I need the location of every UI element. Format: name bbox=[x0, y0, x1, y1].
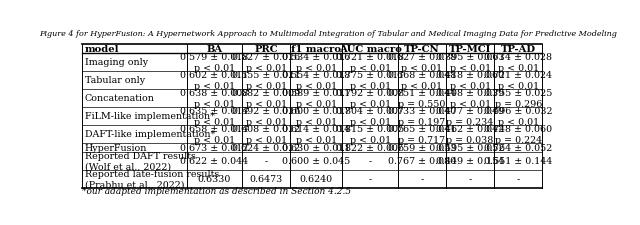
Text: 0.721 ± 0.018
p < 0.01: 0.721 ± 0.018 p < 0.01 bbox=[336, 52, 404, 72]
Text: 0.579 ± 0.018
p < 0.01: 0.579 ± 0.018 p < 0.01 bbox=[180, 52, 248, 72]
Text: 0.495 ± 0.052: 0.495 ± 0.052 bbox=[436, 143, 504, 152]
Text: Figure 4 for HyperFusion: A Hypernetwork Approach to Multimodal Integration of T: Figure 4 for HyperFusion: A Hypernetwork… bbox=[39, 30, 617, 38]
Text: 0.554 ± 0.018
p < 0.01: 0.554 ± 0.018 p < 0.01 bbox=[282, 70, 351, 90]
Text: 0.822 ± 0.006: 0.822 ± 0.006 bbox=[336, 143, 404, 152]
Text: 0.602 ± 0.011
p < 0.01: 0.602 ± 0.011 p < 0.01 bbox=[180, 70, 248, 90]
Text: BA: BA bbox=[206, 44, 223, 53]
Text: 0.714 ± 0.028
p < 0.01: 0.714 ± 0.028 p < 0.01 bbox=[484, 52, 552, 72]
Text: 0.815 ± 0.005
p < 0.01: 0.815 ± 0.005 p < 0.01 bbox=[336, 124, 404, 144]
Text: FiLM-like implementation*: FiLM-like implementation* bbox=[85, 112, 215, 121]
Text: 0.764 ± 0.052: 0.764 ± 0.052 bbox=[484, 143, 552, 152]
Text: Imaging only: Imaging only bbox=[85, 58, 148, 67]
Text: -: - bbox=[516, 175, 520, 184]
Text: 0.592 ± 0.016
p < 0.01: 0.592 ± 0.016 p < 0.01 bbox=[232, 106, 300, 126]
Text: 0.582 ± 0.009
p < 0.01: 0.582 ± 0.009 p < 0.01 bbox=[232, 88, 300, 108]
Text: 0.395 ± 0.063
p < 0.01: 0.395 ± 0.063 p < 0.01 bbox=[436, 52, 504, 72]
Text: Concatenation: Concatenation bbox=[85, 94, 155, 103]
Text: 0.658 ± 0.014
p < 0.01: 0.658 ± 0.014 p < 0.01 bbox=[180, 124, 248, 144]
Text: 0.767 ± 0.080: 0.767 ± 0.080 bbox=[388, 157, 456, 166]
Text: 0.638 ± 0.008
p < 0.01: 0.638 ± 0.008 p < 0.01 bbox=[180, 88, 248, 108]
Text: 0.651 ± 0.144: 0.651 ± 0.144 bbox=[484, 157, 552, 166]
Text: 0.622 ± 0.044: 0.622 ± 0.044 bbox=[180, 157, 248, 166]
Text: 0.733 ± 0.040
p = 0.197: 0.733 ± 0.040 p = 0.197 bbox=[388, 106, 456, 126]
Text: 0.534 ± 0.016
p < 0.01: 0.534 ± 0.016 p < 0.01 bbox=[282, 52, 351, 72]
Text: 0.696 ± 0.032
p < 0.01: 0.696 ± 0.032 p < 0.01 bbox=[484, 106, 552, 126]
Text: 0.751 ± 0.044
p = 0.550: 0.751 ± 0.044 p = 0.550 bbox=[388, 88, 456, 108]
Text: 0.408 ± 0.039
p < 0.01: 0.408 ± 0.039 p < 0.01 bbox=[436, 88, 504, 108]
Text: AUC macro: AUC macro bbox=[339, 44, 401, 53]
Text: 0.775 ± 0.011
p < 0.01: 0.775 ± 0.011 p < 0.01 bbox=[336, 70, 404, 90]
Text: 0.555 ± 0.011
p < 0.01: 0.555 ± 0.011 p < 0.01 bbox=[232, 70, 300, 90]
Text: 0.614 ± 0.014
p < 0.01: 0.614 ± 0.014 p < 0.01 bbox=[282, 124, 351, 144]
Text: 0.6240: 0.6240 bbox=[300, 175, 333, 184]
Text: 0.748 ± 0.060
p = 0.224: 0.748 ± 0.060 p = 0.224 bbox=[484, 124, 552, 144]
Text: *our adapted implementation as described in Section 4.2.5: *our adapted implementation as described… bbox=[83, 186, 351, 195]
Text: 0.477 ± 0.049
p = 0.234: 0.477 ± 0.049 p = 0.234 bbox=[436, 106, 504, 126]
Text: -: - bbox=[264, 157, 268, 166]
Text: 0.668 ± 0.048
p < 0.01: 0.668 ± 0.048 p < 0.01 bbox=[388, 70, 456, 90]
Text: 0.721 ± 0.024
p < 0.01: 0.721 ± 0.024 p < 0.01 bbox=[484, 70, 552, 90]
Text: PRC: PRC bbox=[255, 44, 278, 53]
Text: 0.527 ± 0.016
p < 0.01: 0.527 ± 0.016 p < 0.01 bbox=[232, 52, 300, 72]
Text: -: - bbox=[369, 175, 372, 184]
Text: 0.6473: 0.6473 bbox=[250, 175, 283, 184]
Text: 0.449 ± 0.154: 0.449 ± 0.154 bbox=[436, 157, 504, 166]
Text: Reported late-fusion results
(Prabhu et al., 2022): Reported late-fusion results (Prabhu et … bbox=[85, 169, 220, 189]
Text: 0.627 ± 0.078
p < 0.01: 0.627 ± 0.078 p < 0.01 bbox=[388, 52, 456, 72]
Text: 0.792 ± 0.008
p < 0.01: 0.792 ± 0.008 p < 0.01 bbox=[336, 88, 404, 108]
Text: Tabular only: Tabular only bbox=[85, 76, 145, 85]
Text: 0.600 ± 0.017
p < 0.01: 0.600 ± 0.017 p < 0.01 bbox=[282, 106, 351, 126]
Text: -: - bbox=[369, 157, 372, 166]
Text: -: - bbox=[420, 175, 424, 184]
Text: TP-AD: TP-AD bbox=[500, 44, 536, 53]
Text: 0.589 ± 0.011
p < 0.01: 0.589 ± 0.011 p < 0.01 bbox=[282, 88, 351, 108]
Text: TP-MCI: TP-MCI bbox=[449, 44, 492, 53]
Text: 0.755 ± 0.025
p = 0.296: 0.755 ± 0.025 p = 0.296 bbox=[484, 88, 552, 108]
Text: 0.418 ± 0.060
p < 0.01: 0.418 ± 0.060 p < 0.01 bbox=[436, 70, 504, 90]
Text: -: - bbox=[468, 175, 472, 184]
Text: 0.630 ± 0.011: 0.630 ± 0.011 bbox=[282, 143, 351, 152]
Text: 0.608 ± 0.012
p < 0.01: 0.608 ± 0.012 p < 0.01 bbox=[232, 124, 300, 144]
Text: 0.635 ± 0.014
p < 0.01: 0.635 ± 0.014 p < 0.01 bbox=[180, 106, 248, 126]
Text: HyperFusion: HyperFusion bbox=[85, 143, 147, 152]
Text: 0.759 ± 0.053: 0.759 ± 0.053 bbox=[388, 143, 456, 152]
Text: 0.624 ± 0.012: 0.624 ± 0.012 bbox=[232, 143, 300, 152]
Text: 0.600 ± 0.045: 0.600 ± 0.045 bbox=[282, 157, 351, 166]
Text: 0.673 ± 0.012: 0.673 ± 0.012 bbox=[180, 143, 248, 152]
Text: 0.765 ± 0.041
p = 0.717: 0.765 ± 0.041 p = 0.717 bbox=[388, 124, 456, 144]
Text: model: model bbox=[85, 44, 120, 53]
Text: 0.462 ± 0.042
p = 0.038: 0.462 ± 0.042 p = 0.038 bbox=[436, 124, 504, 144]
Text: DAFT-like implementation*: DAFT-like implementation* bbox=[85, 130, 215, 139]
Text: Reported DAFT results
(Wolf et al., 2022): Reported DAFT results (Wolf et al., 2022… bbox=[85, 151, 196, 171]
Text: 0.804 ± 0.007
p < 0.01: 0.804 ± 0.007 p < 0.01 bbox=[336, 106, 404, 126]
Text: TP-CN: TP-CN bbox=[404, 44, 440, 53]
Text: 0.6330: 0.6330 bbox=[198, 175, 231, 184]
Text: f1 macro: f1 macro bbox=[291, 44, 341, 53]
